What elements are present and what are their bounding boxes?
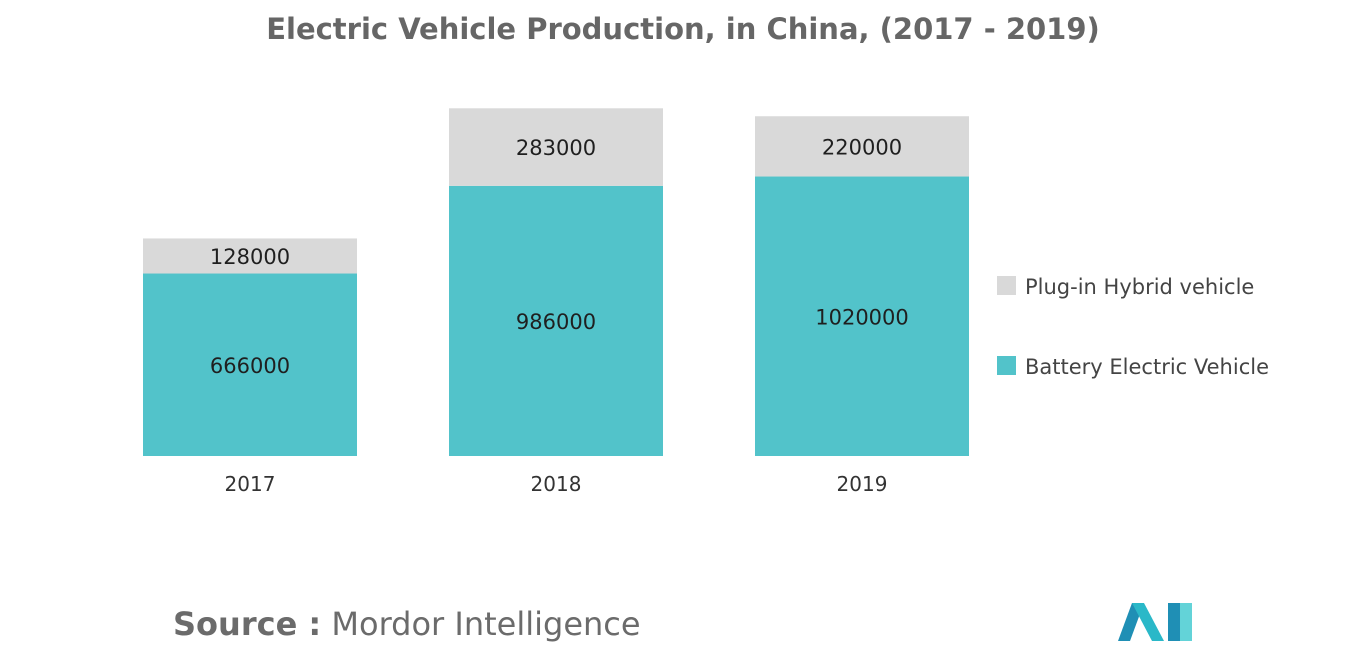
logo-accent-stroke bbox=[1180, 603, 1192, 641]
legend-swatch-phev bbox=[997, 276, 1016, 295]
bars-layer: 666000 128000 986000 283000 1020000 220000 bbox=[143, 108, 969, 456]
source-note: Source : Mordor Intelligence bbox=[173, 605, 641, 643]
bar-2018-bev bbox=[449, 185, 663, 456]
bar-2019-phev bbox=[755, 116, 969, 177]
x-tick-2017: 2017 bbox=[225, 472, 276, 496]
bar-2018-phev bbox=[449, 108, 663, 186]
legend-label-phev: Plug-in Hybrid vehicle bbox=[1025, 275, 1254, 299]
data-label-2019-bev: 1020000 bbox=[815, 305, 909, 329]
source-text: Mordor Intelligence bbox=[331, 605, 641, 643]
data-label-2017-phev: 128000 bbox=[210, 245, 290, 269]
data-label-2019-phev: 220000 bbox=[822, 135, 902, 159]
data-label-2018-bev: 986000 bbox=[516, 310, 596, 334]
bar-2017-phev bbox=[143, 238, 357, 274]
legend-swatch-bev bbox=[997, 356, 1016, 375]
logo-right-stroke bbox=[1168, 603, 1180, 641]
legend: Plug-in Hybrid vehicle Battery Electric V… bbox=[997, 275, 1269, 379]
x-tick-2019: 2019 bbox=[837, 472, 888, 496]
bar-chart: 666000 128000 986000 283000 1020000 220000 20… bbox=[143, 108, 1269, 496]
data-label-2017-bev: 666000 bbox=[210, 354, 290, 378]
data-label-2018-phev: 283000 bbox=[516, 136, 596, 160]
bar-2017-bev bbox=[143, 273, 357, 456]
logo-middle-stroke bbox=[1132, 603, 1164, 641]
x-axis-ticks: 2017 2018 2019 bbox=[225, 472, 888, 496]
x-tick-2018: 2018 bbox=[531, 472, 582, 496]
bar-2019-bev bbox=[755, 176, 969, 456]
mordor-intelligence-logo bbox=[1118, 603, 1192, 641]
source-label: Source : bbox=[173, 605, 322, 643]
legend-label-bev: Battery Electric Vehicle bbox=[1025, 355, 1269, 379]
chart-title: Electric Vehicle Production, in China, (… bbox=[266, 12, 1100, 46]
